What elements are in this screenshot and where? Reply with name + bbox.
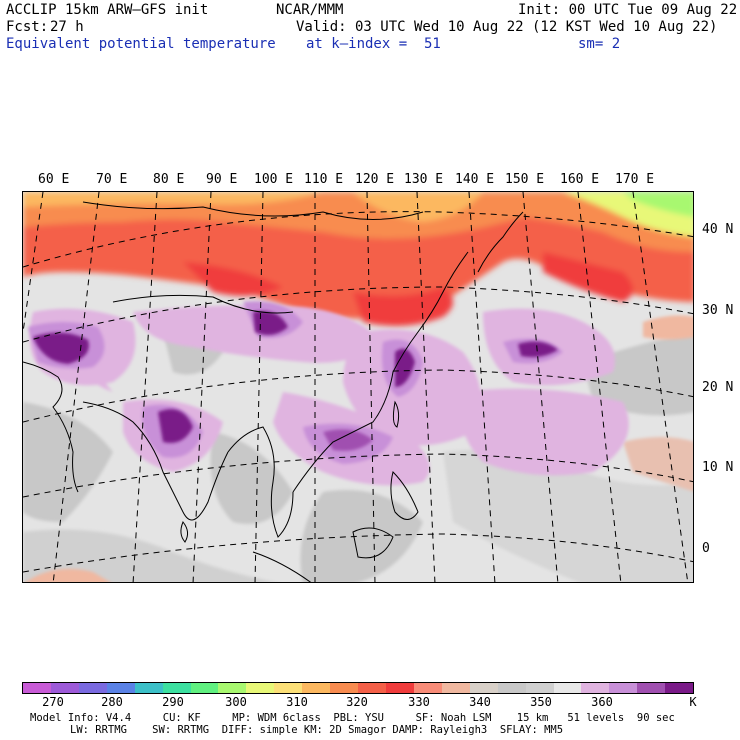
lon-label-140e: 140 E: [455, 172, 495, 187]
china-coast: [292, 251, 469, 493]
lat-label-30n: 30 N: [702, 303, 734, 318]
fcst-value: 27 h: [50, 19, 84, 35]
colorbar-swatch-22: [637, 683, 666, 693]
arabia-coast: [23, 361, 79, 493]
lon-label-120e: 120 E: [355, 172, 395, 187]
cb-label-330: 330: [408, 695, 430, 709]
colorbar-swatch-20: [581, 683, 610, 693]
northern-borders: [82, 201, 424, 220]
graticule: [23, 192, 693, 582]
japan-coast: [477, 211, 524, 273]
cb-label-290: 290: [162, 695, 184, 709]
taiwan: [392, 400, 400, 428]
cb-label-unit: K: [689, 695, 697, 709]
model-info-line2: LW: RRTMG SW: RRTMG DIFF: simple KM: 2D …: [70, 724, 564, 736]
lon-label-100e: 100 E: [254, 172, 294, 187]
himalaya-border: [112, 294, 294, 314]
colorbar-swatch-17: [497, 683, 526, 693]
colorbar-swatch-0: [23, 683, 51, 693]
colorbar-swatch-6: [190, 683, 219, 693]
peach-patches: [26, 315, 693, 582]
cb-label-280: 280: [101, 695, 123, 709]
sumatra: [252, 551, 312, 582]
colorbar-swatch-10: [302, 683, 331, 693]
colorbar-swatch-8: [246, 683, 275, 693]
model-title: ACCLIP 15km ARW–GFS init: [6, 2, 209, 18]
colorbar: [22, 682, 694, 694]
lat-label-40n: 40 N: [702, 222, 734, 237]
valid-time: Valid: 03 UTC Wed 10 Aug 22 (12 KST Wed …: [296, 19, 718, 35]
borneo: [352, 527, 394, 559]
coastlines: [23, 201, 524, 582]
init-time: Init: 00 UTC Tue 09 Aug 22: [518, 2, 738, 18]
cb-label-350: 350: [530, 695, 552, 709]
cb-label-360: 360: [591, 695, 613, 709]
smoothing: sm= 2: [578, 36, 621, 52]
lon-label-160e: 160 E: [560, 172, 600, 187]
colorbar-swatch-11: [330, 683, 359, 693]
center-title: NCAR/MMM: [276, 2, 344, 18]
field-name: Equivalent potential temperature: [6, 36, 276, 52]
lat-label-0: 0: [702, 541, 710, 556]
lon-label-170e: 170 E: [615, 172, 655, 187]
colorbar-swatch-15: [441, 683, 470, 693]
lon-label-150e: 150 E: [505, 172, 545, 187]
lon-label-110e: 110 E: [304, 172, 344, 187]
lon-label-130e: 130 E: [404, 172, 444, 187]
warm-band: [23, 192, 693, 326]
cb-label-300: 300: [225, 695, 247, 709]
lat-label-10n: 10 N: [702, 460, 734, 475]
colorbar-swatch-21: [609, 683, 638, 693]
colorbar-swatch-16: [469, 683, 498, 693]
lon-label-70e: 70 E: [96, 172, 128, 187]
cb-label-320: 320: [346, 695, 368, 709]
gray-patches: [23, 329, 693, 582]
cb-label-270: 270: [42, 695, 64, 709]
colorbar-swatch-12: [358, 683, 386, 693]
lon-label-90e: 90 E: [206, 172, 238, 187]
deep-purple-regions: [33, 311, 558, 451]
lat-label-20n: 20 N: [702, 380, 734, 395]
colorbar-swatch-9: [274, 683, 303, 693]
cb-label-310: 310: [286, 695, 308, 709]
level-index: at k–index = 51: [306, 36, 441, 52]
lon-label-60e: 60 E: [38, 172, 70, 187]
theta-e-map: [22, 191, 694, 583]
colorbar-swatch-19: [553, 683, 582, 693]
colorbar-swatch-1: [50, 683, 79, 693]
cb-label-340: 340: [469, 695, 491, 709]
colorbar-swatch-5: [162, 683, 191, 693]
colorbar-swatch-3: [106, 683, 135, 693]
map-canvas: [23, 192, 693, 582]
colorbar-swatch-4: [134, 683, 163, 693]
colorbar-swatch-13: [385, 683, 414, 693]
lon-label-80e: 80 E: [153, 172, 185, 187]
colorbar-swatch-2: [78, 683, 107, 693]
colorbar-swatch-7: [218, 683, 247, 693]
model-info-line1: Model Info: V4.4 CU: KF MP: WDM 6class P…: [30, 712, 675, 724]
colorbar-swatch-23: [665, 683, 694, 693]
philippines: [390, 471, 419, 520]
colorbar-swatch-14: [413, 683, 442, 693]
indochina-coast: [227, 426, 294, 538]
india-coast: [82, 401, 229, 521]
colorbar-swatch-18: [525, 683, 554, 693]
fcst-label: Fcst:: [6, 19, 49, 35]
sri-lanka: [180, 521, 189, 543]
